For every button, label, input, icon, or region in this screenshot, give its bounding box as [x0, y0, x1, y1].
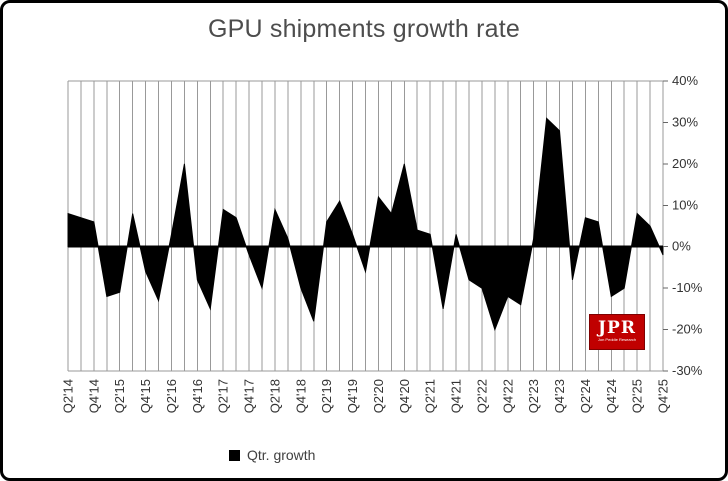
chart-title: GPU shipments growth rate — [207, 15, 521, 43]
x-tick-label: Q4'23 — [552, 379, 567, 413]
legend: Qtr. growth — [229, 447, 315, 463]
x-tick-label: Q4'18 — [293, 379, 308, 413]
legend-swatch-icon — [229, 449, 240, 461]
x-tick-label: Q4'24 — [604, 379, 619, 413]
area-chart: 40%30%20%10%0%-10%-20%-30%Q2'14 Q4'14 Q2'1… — [61, 73, 703, 413]
jpr-logo: JPR Jon Peddie Research — [589, 314, 645, 350]
y-axis: 40% 30% 20% 10% 0% -10% -20% -30% — [663, 73, 703, 378]
y-tick-label: -20% — [672, 322, 703, 337]
x-tick-label: Q2'25 — [630, 379, 645, 413]
y-tick-label: -30% — [672, 363, 703, 378]
x-tick-label: Q2'14 — [61, 379, 76, 413]
y-tick-label: 20% — [672, 156, 698, 171]
x-tick-label: Q2'23 — [526, 379, 541, 413]
x-tick-label: Q4'19 — [345, 379, 360, 413]
jpr-logo-subtext: Jon Peddie Research — [597, 337, 637, 343]
x-tick-label: Q2'17 — [216, 379, 231, 413]
x-tick-label: Q4'25 — [656, 379, 671, 413]
y-tick-label: 0% — [672, 239, 691, 254]
x-tick-label: Q2'16 — [164, 379, 179, 413]
y-tick-label: -10% — [672, 280, 703, 295]
gridlines — [67, 80, 664, 372]
x-axis: Q2'14 Q4'14 Q2'15 Q4'15 Q2'16 Q4'16 Q2'17 Q4'17… — [61, 379, 671, 413]
area-series — [67, 117, 664, 332]
x-tick-label: Q4'15 — [138, 379, 153, 413]
x-tick-label: Q2'19 — [319, 379, 334, 413]
x-tick-label: Q4'21 — [449, 379, 464, 413]
x-tick-label: Q4'20 — [397, 379, 412, 413]
y-tick-label: 30% — [672, 114, 698, 129]
x-tick-label: Q4'22 — [500, 379, 515, 413]
legend-label: Qtr. growth — [247, 447, 316, 463]
x-tick-label: Q2'20 — [371, 379, 386, 413]
x-tick-label: Q2'21 — [423, 379, 438, 413]
x-tick-label: Q4'16 — [190, 379, 205, 413]
x-tick-label: Q2'22 — [474, 379, 489, 413]
jpr-logo-text: JPR — [598, 318, 636, 339]
x-tick-label: Q4'14 — [86, 379, 101, 413]
y-tick-label: 10% — [672, 197, 698, 212]
x-tick-label: Q2'24 — [578, 379, 593, 413]
x-tick-label: Q2'15 — [112, 379, 127, 413]
y-tick-label: 40% — [672, 73, 698, 88]
x-tick-label: Q4'17 — [242, 379, 257, 413]
x-tick-label: Q2'18 — [267, 379, 282, 413]
